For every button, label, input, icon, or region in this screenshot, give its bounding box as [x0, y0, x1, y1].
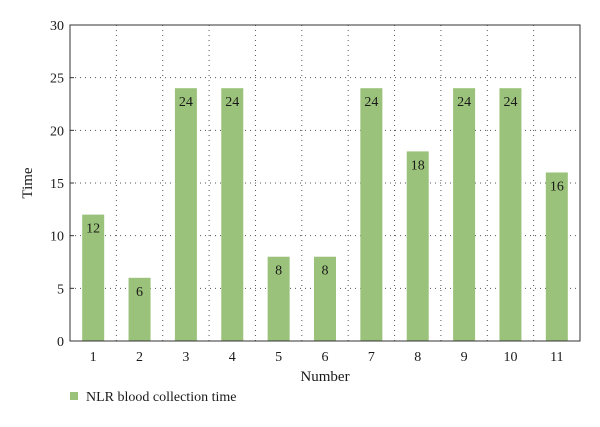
- data-label: 12: [86, 222, 100, 237]
- bar: [221, 88, 244, 341]
- x-tick-label: 9: [461, 350, 468, 365]
- x-tick-label: 11: [550, 350, 563, 365]
- plot-frame: [69, 24, 581, 342]
- data-label: 18: [411, 158, 425, 173]
- grid-lines: [70, 25, 580, 341]
- data-labels: 12 6 24 24 8 8 24 18 24 24 16: [86, 95, 564, 300]
- x-tick-label: 4: [229, 350, 236, 365]
- bar: [499, 88, 522, 341]
- bar: [360, 88, 383, 341]
- y-tick-label: 0: [57, 335, 64, 350]
- y-tick-label: 25: [50, 72, 64, 87]
- data-label: 24: [503, 95, 517, 110]
- bar: [314, 256, 336, 341]
- data-label: 8: [275, 264, 282, 279]
- x-axis-title: Number: [300, 369, 349, 385]
- x-tick-label: 3: [182, 350, 189, 365]
- x-tick-label: 6: [322, 350, 329, 365]
- legend-swatch: [70, 392, 78, 400]
- legend: NLR blood collection time: [70, 390, 236, 405]
- data-label: 24: [364, 95, 378, 110]
- y-tick-label: 20: [50, 124, 64, 139]
- bar: [406, 151, 429, 341]
- x-tick-label: 2: [136, 350, 143, 365]
- x-tick-label: 8: [414, 350, 421, 365]
- y-tick-label: 15: [50, 177, 64, 192]
- x-tick-label: 10: [503, 350, 517, 365]
- x-tick-label: 5: [275, 350, 282, 365]
- bar: [82, 214, 105, 341]
- bar: [267, 256, 290, 341]
- y-axis-title: Time: [20, 167, 36, 198]
- bar: [174, 88, 197, 341]
- data-label: 24: [225, 95, 239, 110]
- y-tick-label: 10: [50, 230, 64, 245]
- y-tick-label: 5: [57, 282, 64, 297]
- data-label: 6: [136, 285, 143, 300]
- data-label: 24: [457, 95, 471, 110]
- x-tick-label: 7: [368, 350, 375, 365]
- y-tick-label: 30: [50, 19, 64, 34]
- data-label: 24: [179, 95, 193, 110]
- data-label: 8: [322, 264, 329, 279]
- x-tick-label: 1: [90, 350, 97, 365]
- bar: [545, 172, 568, 341]
- bar: [128, 277, 151, 341]
- data-label: 16: [550, 179, 564, 194]
- legend-label: NLR blood collection time: [86, 390, 236, 405]
- bar: [453, 88, 476, 341]
- bars: [82, 88, 568, 341]
